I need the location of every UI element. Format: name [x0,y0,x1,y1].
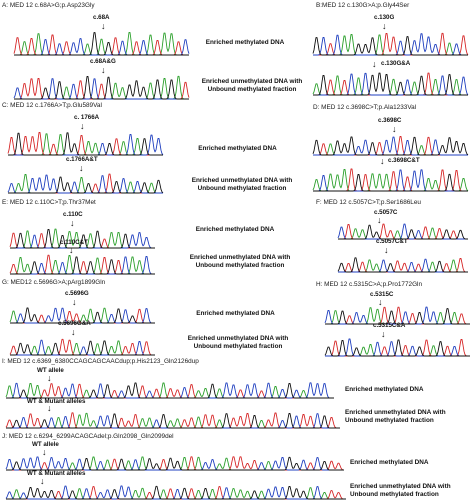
panel-c-bottom-trace [7,173,164,194]
row4-unmethylated-label-line1: Enriched unmethylated DNA with [187,335,289,342]
panel-a-top-label: c.68A [93,14,110,21]
row2-unmethylated-label-line2: Unbound methylated fraction [197,185,287,192]
panel-h-bottom-label: c.5315C&A [373,322,406,329]
panel-d-top-label: c.3698C [378,117,402,124]
panel-f-bottom-label: c.5057C&T [376,238,408,245]
panel-e-top-arrow: ↓ [70,218,75,228]
panel-c-top-arrow: ↓ [80,121,85,131]
panel-d-bottom-label: c.3698C&T [388,157,420,164]
panel-g-top-label: c.5696G [65,290,89,297]
panel-i-bottom-label: WT & Mutant alleles [27,398,86,405]
row5-methylated-label: Enriched methylated DNA [345,386,424,393]
panel-a-bottom-arrow: ↓ [101,65,106,75]
panel-b-top-arrow: ↓ [382,21,387,31]
panel-j-bottom-trace [5,485,346,500]
panel-h-bottom-trace [324,338,470,357]
panel-g-title: G: MED12 c.5696G>A;pArg1899Gln [2,279,106,286]
row2-unmethylated-label-line1: Enriched unmethylated DNA with [191,177,293,184]
panel-f-top-label: c.5057C [374,209,398,216]
panel-f-bottom-trace [337,257,468,273]
row6-unmethylated-label-line1: Enriched unmethylated DNA with [350,483,451,490]
panel-j-top-label: WT allele [32,441,59,448]
panel-c-top-label: c. 1766A [74,114,100,121]
panel-e-bottom-label: c.110C&T [60,239,88,246]
panel-b-bottom-trace [312,72,469,96]
panel-c-top-trace [7,132,164,156]
panel-j-top-arrow: ↓ [42,447,47,457]
panel-h-title: H: MED 12 c.5315C>A;p.Pro1772Gln [316,281,423,288]
panel-e-bottom-arrow: ↓ [69,245,74,255]
panel-b-bottom-arrow: ↓ [372,59,377,69]
panel-d-top-trace [312,136,469,156]
row1-unmethylated-label-line2: Unbound methylated fraction [207,86,297,93]
row1-unmethylated-label-line1: Enriched unmethylated DNA with [201,78,303,85]
panel-h-top-label: c.5315C [370,291,394,298]
panel-e-title: E: MED 12 c.110C>T;p.Thr37Met [2,199,96,206]
panel-j-bottom-label: WT & Mutant alleles [27,470,86,477]
row6-methylated-label: Enriched methylated DNA [350,459,429,466]
panel-b-top-label: c.130G [374,14,395,21]
panel-j-title: J: MED 12 c.6294_6299ACAGCAdel;p.Gln2098… [2,433,174,440]
panel-f-bottom-arrow: ↓ [384,245,389,255]
panel-e-top-trace [9,228,155,249]
row3-unmethylated-label-line2: Unbound methylated fraction [195,262,285,269]
panel-j-bottom-arrow: ↓ [40,476,45,486]
panel-a-title: A: MED 12 c.68A>G;p.Asp23Gly [2,2,95,9]
panel-d-bottom-trace [312,168,469,192]
panel-d-top-arrow: ↓ [392,124,397,134]
panel-c-title: C: MED 12 c.1766A>T;p.Glu589Val [2,102,102,109]
panel-f-top-arrow: ↓ [377,215,382,225]
panel-h-top-arrow: ↓ [378,297,383,307]
panel-h-top-trace [324,306,470,325]
panel-a-bottom-label: c.68A&G [90,58,116,65]
row6-unmethylated-label-line2: Unbound methylated fraction [350,491,439,498]
row5-unmethylated-label-line2: Unbound methylated fraction [345,417,434,424]
panel-i-top-arrow: ↓ [47,373,52,383]
row3-unmethylated-label-line1: Enriched unmethylated DNA with [189,254,291,261]
panel-e-bottom-trace [9,254,155,275]
panel-c-bottom-arrow: ↓ [79,163,84,173]
panel-i-title: I: MED 12 c.6369_6380CCAGCAGCAACdup;p.Hi… [2,358,199,365]
panel-i-top-label: WT allele [37,367,64,374]
row4-unmethylated-label-line2: Unbound methylated fraction [193,343,283,350]
panel-g-top-trace [9,307,155,324]
panel-i-bottom-trace [5,412,340,429]
row2-methylated-label: Enriched methylated DNA [198,145,277,152]
panel-j-top-trace [5,456,345,471]
panel-f-title: F: MED 12 c.5057C>T;p.Ser1686Leu [316,199,421,206]
panel-e-top-label: c.110C [63,211,83,218]
row1-methylated-label: Enriched methylated DNA [205,39,285,46]
panel-b-top-trace [312,32,469,56]
panel-f-top-trace [337,223,468,240]
panel-d-bottom-arrow: ↓ [380,156,385,166]
panel-b-title: B:MED 12 c.130G>A;p.Gly44Ser [316,2,410,9]
panel-g-bottom-arrow: ↓ [71,327,76,337]
panel-g-top-arrow: ↓ [72,297,77,307]
panel-c-bottom-label: c.1766A&T [66,156,98,163]
panel-b-bottom-label: c.130G&A [381,60,411,67]
panel-a-bottom-trace [13,75,190,100]
panel-i-bottom-arrow: ↓ [47,403,52,413]
panel-g-bottom-trace [9,338,155,356]
row4-methylated-label: Enriched methylated DNA [196,310,275,317]
panel-a-top-arrow: ↓ [101,21,106,31]
row3-methylated-label: Enriched methylated DNA [195,226,275,233]
panel-h-bottom-arrow: ↓ [381,329,386,339]
panel-g-bottom-label: c.5696G&A [58,320,91,327]
panel-a-top-trace [13,31,190,56]
row5-unmethylated-label-line1: Enriched unmethylated DNA with [345,409,446,416]
panel-i-top-trace [5,382,334,399]
panel-d-title: D: MED 12 c.3698C>T;p.Ala1233Val [313,104,417,111]
